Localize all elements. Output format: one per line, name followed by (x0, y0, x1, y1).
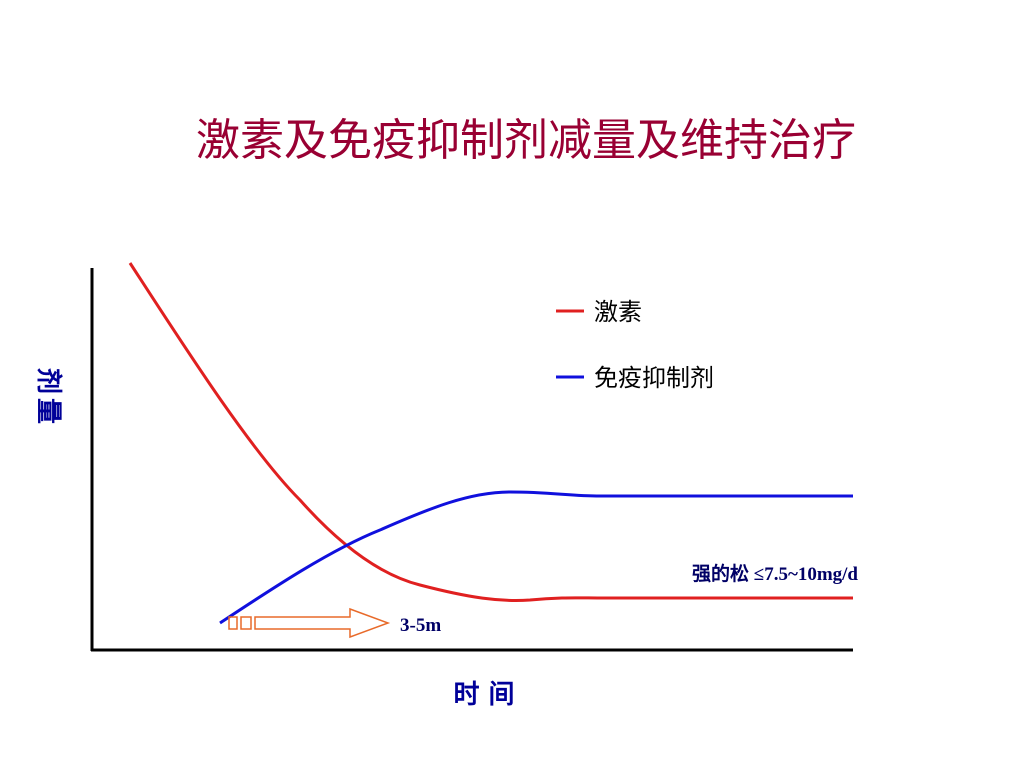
steroid-curve (128, 262, 853, 602)
y-axis-label: 剂量 (33, 368, 63, 428)
immunosuppressant-curve (219, 490, 853, 625)
arrow-tail (228, 616, 238, 630)
legend-label: 免疫抑制剂 (594, 364, 714, 392)
duration-label: 3-5m (400, 615, 441, 636)
arrow-tail (240, 616, 252, 630)
x-axis-label: 时 间 (453, 680, 514, 710)
duration-arrow (254, 607, 391, 639)
title: 激素及免疫抑制剂减量及维持治疗 (196, 115, 856, 166)
legend-label: 激素 (594, 298, 642, 326)
maintenance-note: 强的松 ≤7.5~10mg/d (692, 562, 858, 585)
